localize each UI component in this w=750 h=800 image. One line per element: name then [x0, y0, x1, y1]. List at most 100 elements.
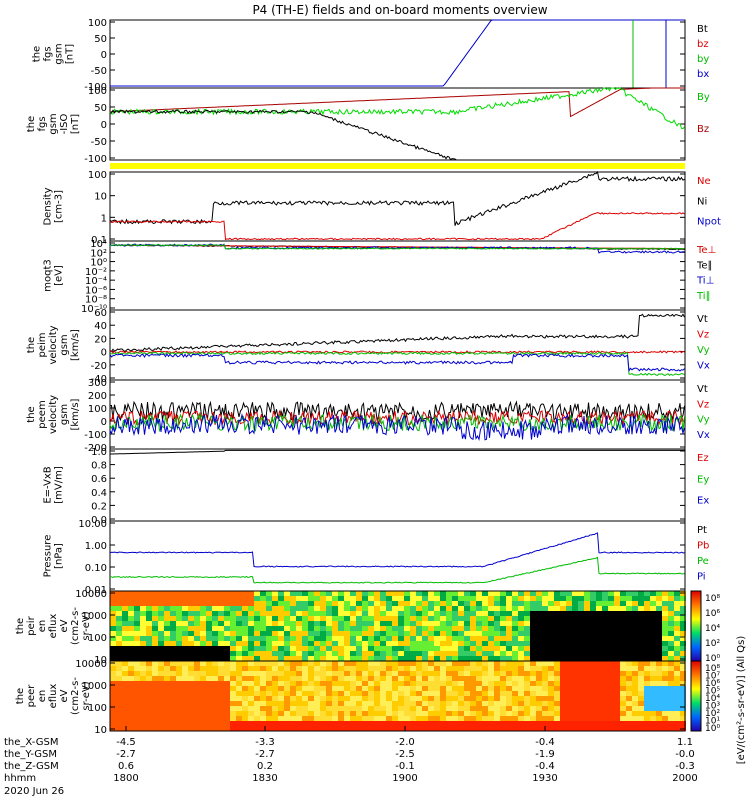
spectrogram-cell	[668, 646, 674, 651]
spectrogram-cell	[380, 716, 386, 721]
spectrogram-cell	[506, 601, 512, 606]
spectrogram-cell	[440, 691, 446, 696]
spectrogram-cell	[236, 606, 242, 611]
spectrogram-cell	[206, 681, 212, 686]
spectrogram-cell	[668, 596, 674, 601]
spectrogram-cell	[614, 616, 620, 621]
spectrogram-cell	[530, 626, 536, 631]
spectrogram-cell	[110, 606, 116, 611]
spectrogram-cell	[662, 671, 668, 676]
spectrogram-cell	[182, 716, 188, 721]
spectrogram-cell	[230, 641, 236, 646]
spectrogram-cell	[488, 721, 494, 726]
spectrogram-cell	[260, 696, 266, 701]
spectrogram-cell	[560, 711, 566, 716]
spectrogram-cell	[488, 601, 494, 606]
spectrogram-cell	[344, 651, 350, 656]
spectrogram-cell	[302, 621, 308, 626]
spectrogram-cell	[590, 681, 596, 686]
spectrogram-cell	[458, 721, 464, 726]
spectrogram-cell	[536, 691, 542, 696]
spectrogram-cell	[440, 671, 446, 676]
spectrogram-cell	[644, 636, 650, 641]
spectrogram-cell	[236, 656, 242, 661]
spectrogram-cell	[224, 651, 230, 656]
spectrogram-cell	[584, 646, 590, 651]
spectrogram-cell	[158, 596, 164, 601]
spectrogram-cell	[650, 686, 656, 691]
spectrogram-cell	[188, 706, 194, 711]
spectrogram-cell	[284, 646, 290, 651]
spectrogram-cell	[566, 696, 572, 701]
spectrogram-cell	[218, 676, 224, 681]
spectrogram-cell	[326, 606, 332, 611]
spectrogram-cell	[650, 636, 656, 641]
spectrogram-cell	[422, 601, 428, 606]
spectrogram-cell	[662, 711, 668, 716]
spectrogram-cell	[644, 641, 650, 646]
spectrogram-cell	[146, 601, 152, 606]
spectrogram-cell	[374, 646, 380, 651]
spectrogram-cell	[608, 671, 614, 676]
spectrogram-cell	[278, 706, 284, 711]
spectrogram-cell	[596, 706, 602, 711]
spectrogram-cell	[434, 671, 440, 676]
spectrogram-cell	[584, 606, 590, 611]
spectrogram-cell	[248, 681, 254, 686]
spectrogram-cell	[248, 666, 254, 671]
spectrogram-cell	[488, 616, 494, 621]
spectrogram-cell	[248, 651, 254, 656]
spectrogram-cell	[272, 646, 278, 651]
spectrogram-cell	[638, 706, 644, 711]
spectrogram-cell	[644, 711, 650, 716]
spectrogram-cell	[128, 626, 134, 631]
spectrogram-cell	[428, 631, 434, 636]
spectrogram-cell	[404, 646, 410, 651]
spectrogram-cell	[176, 646, 182, 651]
spectrogram-cell	[122, 716, 128, 721]
spectrogram-cell	[266, 606, 272, 611]
y-tick-label: 0.2	[91, 501, 107, 512]
spectrogram-cell	[314, 681, 320, 686]
spectrogram-cell	[680, 666, 686, 671]
spectrogram-cell	[542, 671, 548, 676]
spectrogram-cell	[296, 646, 302, 651]
spectrogram-cell	[632, 701, 638, 706]
spectrogram-cell	[536, 661, 542, 666]
spectrogram-cell	[128, 716, 134, 721]
spectrogram-cell	[644, 686, 650, 691]
legend-entry: Bz	[697, 124, 709, 135]
spectrogram-cell	[602, 706, 608, 711]
spectrogram-cell	[194, 631, 200, 636]
spectrogram-cell	[248, 716, 254, 721]
spectrogram-cell	[146, 596, 152, 601]
spectrogram-cell	[512, 651, 518, 656]
spectrogram-cell	[464, 601, 470, 606]
spectrogram-cell	[428, 666, 434, 671]
spectrogram-cell	[494, 671, 500, 676]
y-tick-label: -20	[91, 361, 107, 372]
spectrogram-cell	[320, 716, 326, 721]
spectrogram-cell	[368, 601, 374, 606]
spectrogram-cell	[584, 716, 590, 721]
spectrogram-cell	[452, 596, 458, 601]
spectrogram-cell	[284, 661, 290, 666]
legend-entry: Bt	[697, 24, 708, 35]
spectrogram-cell	[452, 701, 458, 706]
spectrogram-cell	[602, 656, 608, 661]
spectrogram-cell	[482, 616, 488, 621]
spectrogram-cell	[170, 611, 176, 616]
spectrogram-cell	[626, 686, 632, 691]
spectrogram-cell	[674, 716, 680, 721]
spectrogram-cell	[374, 726, 380, 731]
spectrogram-cell	[578, 671, 584, 676]
spectrogram-cell	[182, 671, 188, 676]
spectrogram-cell	[158, 701, 164, 706]
spectrogram-cell	[296, 676, 302, 681]
spectrogram-cell	[578, 611, 584, 616]
spectrogram-cell	[632, 641, 638, 646]
spectrogram-cell	[392, 656, 398, 661]
spectrogram-cell	[560, 691, 566, 696]
spectrogram-cell	[602, 591, 608, 596]
spectrogram-cell	[158, 601, 164, 606]
